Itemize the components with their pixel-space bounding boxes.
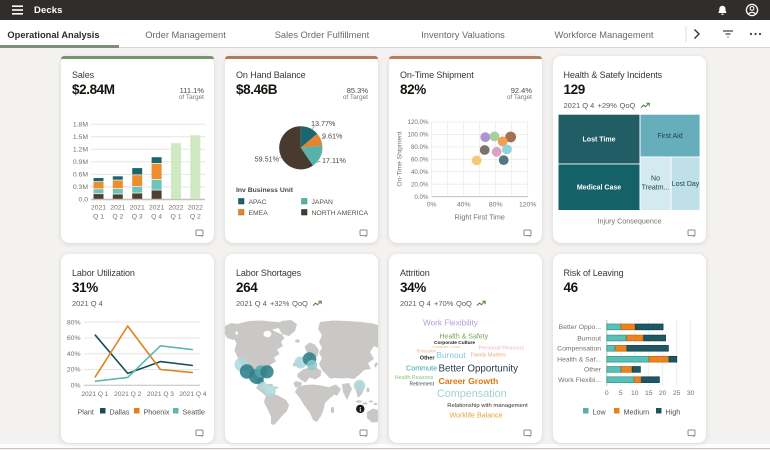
svg-text:20.0%: 20.0% [411,181,429,188]
svg-text:Health Reasons: Health Reasons [395,375,434,381]
svg-text:Worklife Balance: Worklife Balance [450,411,503,419]
svg-text:40%: 40% [457,201,471,208]
svg-text:Career Growth: Career Growth [439,376,499,386]
svg-text:Compensation: Compensation [557,346,601,353]
svg-text:2021 Q 2: 2021 Q 2 [114,391,141,398]
svg-text:Better Oppo...: Better Oppo... [558,324,600,331]
svg-text:0.3M: 0.3M [73,184,88,191]
svg-text:Health & Saf...: Health & Saf... [557,357,601,364]
svg-text:40.0%: 40.0% [411,168,429,175]
svg-text:Low: Low [592,408,606,417]
svg-text:Burnout: Burnout [436,350,466,360]
svg-text:0.0%: 0.0% [414,193,429,200]
svg-text:Relationship with management: Relationship with management [447,403,528,409]
svg-text:0: 0 [604,390,608,397]
svg-text:Health & Safety: Health & Safety [440,333,489,340]
svg-text:9.61%: 9.61% [322,131,343,140]
svg-text:Other: Other [584,367,602,374]
svg-text:Childcare Costs: Childcare Costs [432,344,460,349]
svg-text:25: 25 [672,390,680,397]
svg-text:1.5M: 1.5M [73,133,88,140]
svg-text:80%: 80% [489,201,503,208]
svg-text:Inv Business Unit: Inv Business Unit [236,187,294,194]
svg-text:2021 Q 3: 2021 Q 3 [147,391,174,398]
svg-text:13.77%: 13.77% [311,119,336,128]
svg-text:20%: 20% [67,367,81,374]
svg-text:APAC: APAC [249,199,267,206]
svg-text:Other: Other [420,355,436,361]
svg-text:15: 15 [645,390,653,397]
svg-text:2021 Q 1: 2021 Q 1 [81,391,108,398]
svg-text:No: No [651,175,660,182]
svg-text:Plant: Plant [78,408,94,417]
svg-text:17.11%: 17.11% [322,156,346,165]
svg-text:0.9M: 0.9M [73,159,88,166]
svg-text:i: i [359,407,361,414]
svg-text:Medium: Medium [623,408,649,417]
svg-text:2021 Q 4: 2021 Q 4 [179,391,206,398]
svg-text:Commute: Commute [406,363,437,372]
svg-text:100.0%: 100.0% [408,131,429,138]
svg-text:Q 2: Q 2 [190,213,201,220]
svg-text:Medical Case: Medical Case [576,184,620,191]
svg-text:Right First Time: Right First Time [455,212,505,221]
svg-text:Q 2: Q 2 [112,213,123,220]
svg-text:60%: 60% [67,335,81,342]
svg-text:Compensation: Compensation [437,388,507,400]
svg-text:EMEA: EMEA [249,210,269,217]
svg-text:30: 30 [686,390,694,397]
svg-text:Corporate Culture: Corporate Culture [434,340,475,346]
svg-text:20: 20 [658,390,666,397]
svg-text:Lost Day: Lost Day [671,181,699,188]
svg-text:Q 1: Q 1 [93,213,104,220]
svg-text:Personal Reasons: Personal Reasons [479,345,525,351]
svg-text:Q 3: Q 3 [132,213,143,220]
svg-text:Dallas: Dallas [110,408,130,417]
svg-text:80.0%: 80.0% [411,144,429,151]
svg-text:Lost Time: Lost Time [582,136,615,143]
svg-text:120%: 120% [519,201,536,208]
svg-text:JAPAN: JAPAN [312,199,333,206]
svg-text:120.0%: 120.0% [408,119,429,126]
svg-text:Work Flexibility: Work Flexibility [423,319,479,328]
svg-text:0.6M: 0.6M [73,171,88,178]
svg-text:Retirement: Retirement [410,382,435,388]
svg-text:NORTH AMERICA: NORTH AMERICA [312,210,369,217]
svg-text:Seattle: Seattle [183,408,205,417]
svg-text:Relocation: Relocation [417,348,437,353]
svg-text:80%: 80% [67,319,81,326]
svg-text:Treatm...: Treatm... [641,184,669,191]
svg-text:First Aid: First Aid [657,133,682,140]
svg-text:10: 10 [631,390,639,397]
svg-text:Burnout: Burnout [577,335,601,342]
svg-text:On-Time Shipment: On-Time Shipment [397,131,404,186]
svg-text:5: 5 [618,390,622,397]
svg-text:Q 4: Q 4 [151,213,162,220]
svg-text:0%: 0% [427,201,437,208]
svg-text:2022: 2022 [168,204,183,211]
svg-text:Family Matters: Family Matters [471,353,507,359]
svg-text:2022: 2022 [188,204,203,211]
svg-text:2021: 2021 [110,204,125,211]
svg-text:Better Opportunity: Better Opportunity [439,363,519,374]
svg-text:1.2M: 1.2M [73,146,88,153]
svg-text:Q 1: Q 1 [171,213,182,220]
svg-text:Work Flexibi...: Work Flexibi... [558,377,601,384]
svg-text:59.51%: 59.51% [255,154,280,163]
svg-text:2021: 2021 [149,204,164,211]
svg-text:40%: 40% [67,351,81,358]
svg-text:2021: 2021 [130,204,145,211]
svg-text:High: High [665,408,680,417]
svg-text:Phoenix: Phoenix [144,408,170,417]
svg-text:Injury Consequence: Injury Consequence [597,216,661,225]
svg-text:0%: 0% [71,383,81,390]
svg-text:2021: 2021 [91,204,106,211]
svg-text:0.0: 0.0 [79,196,89,203]
svg-text:1.8M: 1.8M [73,121,88,128]
svg-text:60.0%: 60.0% [411,156,429,163]
